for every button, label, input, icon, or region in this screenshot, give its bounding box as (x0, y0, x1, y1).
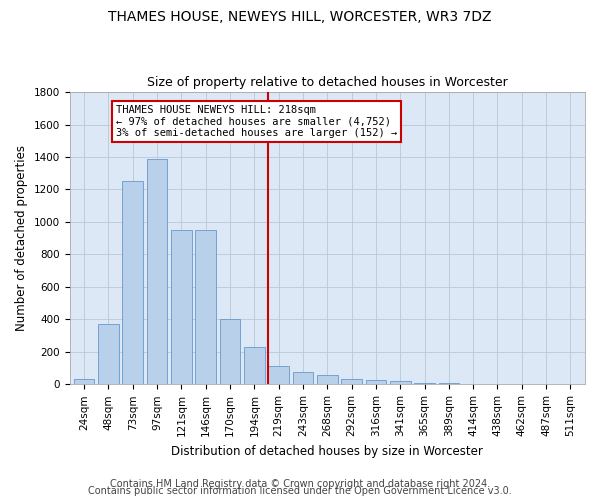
Bar (244, 347, 265, 385)
Bar (439, 383, 459, 384)
Bar (341, 380, 362, 384)
Title: Size of property relative to detached houses in Worcester: Size of property relative to detached ho… (147, 76, 508, 90)
Bar (98, 324, 119, 384)
Text: THAMES HOUSE, NEWEYS HILL, WORCESTER, WR3 7DZ: THAMES HOUSE, NEWEYS HILL, WORCESTER, WR… (108, 10, 492, 24)
Bar (390, 382, 410, 384)
Bar (122, 182, 143, 384)
Bar (171, 230, 192, 384)
Bar (365, 380, 386, 384)
Bar (293, 372, 313, 384)
Y-axis label: Number of detached properties: Number of detached properties (15, 145, 28, 331)
Bar (74, 380, 94, 384)
Text: THAMES HOUSE NEWEYS HILL: 218sqm
← 97% of detached houses are smaller (4,752)
3%: THAMES HOUSE NEWEYS HILL: 218sqm ← 97% o… (116, 105, 397, 138)
Bar (317, 376, 338, 384)
X-axis label: Distribution of detached houses by size in Worcester: Distribution of detached houses by size … (172, 444, 483, 458)
Text: Contains HM Land Registry data © Crown copyright and database right 2024.: Contains HM Land Registry data © Crown c… (110, 479, 490, 489)
Bar (414, 382, 435, 384)
Bar (147, 158, 167, 384)
Text: Contains public sector information licensed under the Open Government Licence v3: Contains public sector information licen… (88, 486, 512, 496)
Bar (196, 230, 216, 384)
Bar (268, 366, 289, 384)
Bar (220, 320, 241, 384)
